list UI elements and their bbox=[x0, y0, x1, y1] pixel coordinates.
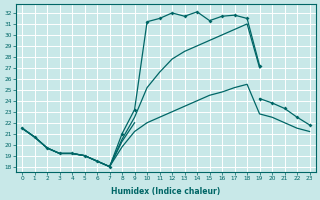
X-axis label: Humidex (Indice chaleur): Humidex (Indice chaleur) bbox=[111, 187, 220, 196]
